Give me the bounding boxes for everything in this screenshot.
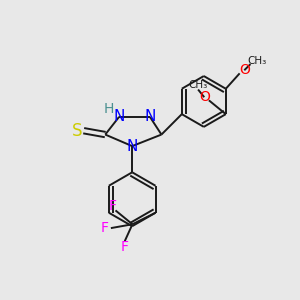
Text: CH₃: CH₃ bbox=[188, 80, 208, 90]
Text: H: H bbox=[103, 102, 113, 116]
Text: N: N bbox=[127, 139, 138, 154]
Text: F: F bbox=[101, 221, 109, 235]
Text: CH₃: CH₃ bbox=[247, 56, 266, 66]
Text: S: S bbox=[72, 122, 83, 140]
Text: F: F bbox=[108, 199, 116, 213]
Text: N: N bbox=[144, 109, 156, 124]
Text: O: O bbox=[239, 63, 250, 77]
Text: N: N bbox=[113, 109, 125, 124]
Text: F: F bbox=[121, 240, 129, 254]
Text: O: O bbox=[199, 90, 210, 104]
